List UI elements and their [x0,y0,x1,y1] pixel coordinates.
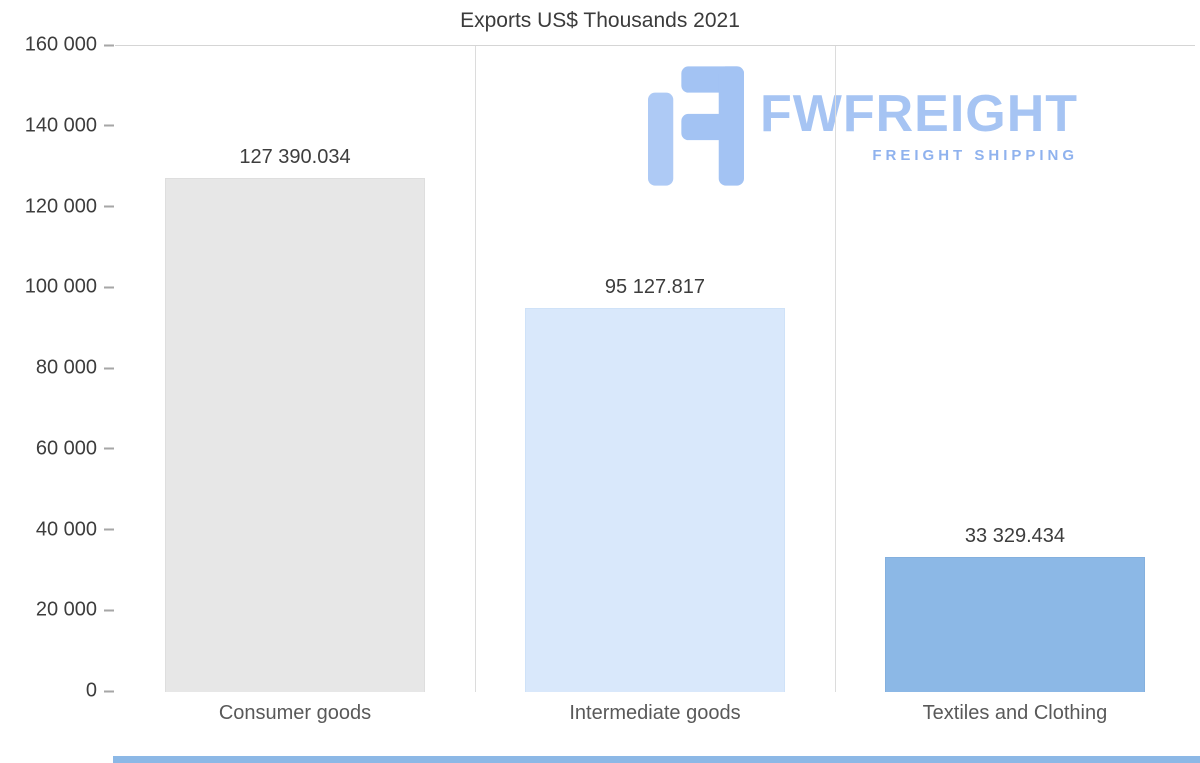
y-tick: 160 000 [25,34,114,57]
y-tick-label: 40 000 [35,518,97,540]
bar-group-consumer-goods: 127 390.034 [115,46,475,692]
bar-value-label: 95 127.817 [604,275,706,298]
logo-text-block: FWFREIGHT FREIGHT SHIPPING [760,88,1078,164]
y-tick-label: 160 000 [24,33,97,56]
vertical-gridline [835,46,836,692]
bar-textiles-and-clothing [885,557,1145,692]
y-tick-mark [104,367,114,369]
logo-left-bar [648,92,674,186]
y-tick-mark [104,205,114,208]
y-tick-mark [104,690,114,692]
logo-wordmark: FWFREIGHT [760,85,1079,143]
x-axis-label-intermediate-goods: Intermediate goods [569,702,741,724]
y-tick-mark [104,447,114,450]
logo-glyph-mid-arm [681,113,744,141]
y-tick-mark [104,609,114,612]
bar-intermediate-goods [525,307,785,692]
x-axis: Consumer goods Intermediate goods Textil… [115,702,1195,725]
y-tick: 140 000 [25,114,114,137]
bar-consumer-goods [165,177,425,692]
y-tick-mark [104,286,114,289]
x-axis-label-consumer-goods: Consumer goods [218,702,372,724]
y-tick-label: 140 000 [24,114,97,137]
y-axis: 160 000 140 000 120 000 100 000 80 000 6… [0,34,114,702]
y-tick-label: 0 [85,679,97,702]
bar-value-label: 33 329.434 [964,525,1066,548]
bar-value-label: 127 390.034 [239,145,351,168]
y-tick-mark [104,44,114,46]
chart-title: Exports US$ Thousands 2021 [460,9,740,32]
bar-group-textiles-and-clothing: 33 329.434 [835,46,1195,692]
y-tick: 40 000 [36,518,114,541]
y-tick: 80 000 [36,357,114,380]
logo-tagline: FREIGHT SHIPPING [872,147,1079,164]
fwfreight-logo-icon [648,66,744,186]
y-tick-label: 60 000 [35,437,97,460]
vertical-gridline [474,46,476,692]
bar-group-intermediate-goods: 95 127.817 [475,46,835,692]
bottom-accent-strip [113,756,1200,763]
y-tick-mark [104,124,114,127]
fwfreight-logo: FWFREIGHT FREIGHT SHIPPING [648,66,1078,186]
y-tick: 100 000 [25,276,114,299]
y-tick-label: 20 000 [35,598,97,621]
y-tick: 60 000 [36,437,114,460]
y-tick-label: 80 000 [35,356,97,379]
y-tick: 0 [86,680,114,703]
y-tick: 20 000 [36,599,114,622]
y-tick-label: 100 000 [24,275,97,298]
y-tick-mark [104,528,114,531]
y-tick: 120 000 [25,195,114,218]
x-axis-label-textiles-and-clothing: Textiles and Clothing [922,702,1108,724]
y-tick-label: 120 000 [24,195,97,217]
plot-area: 127 390.034 95 127.817 33 329.434 [115,45,1195,692]
